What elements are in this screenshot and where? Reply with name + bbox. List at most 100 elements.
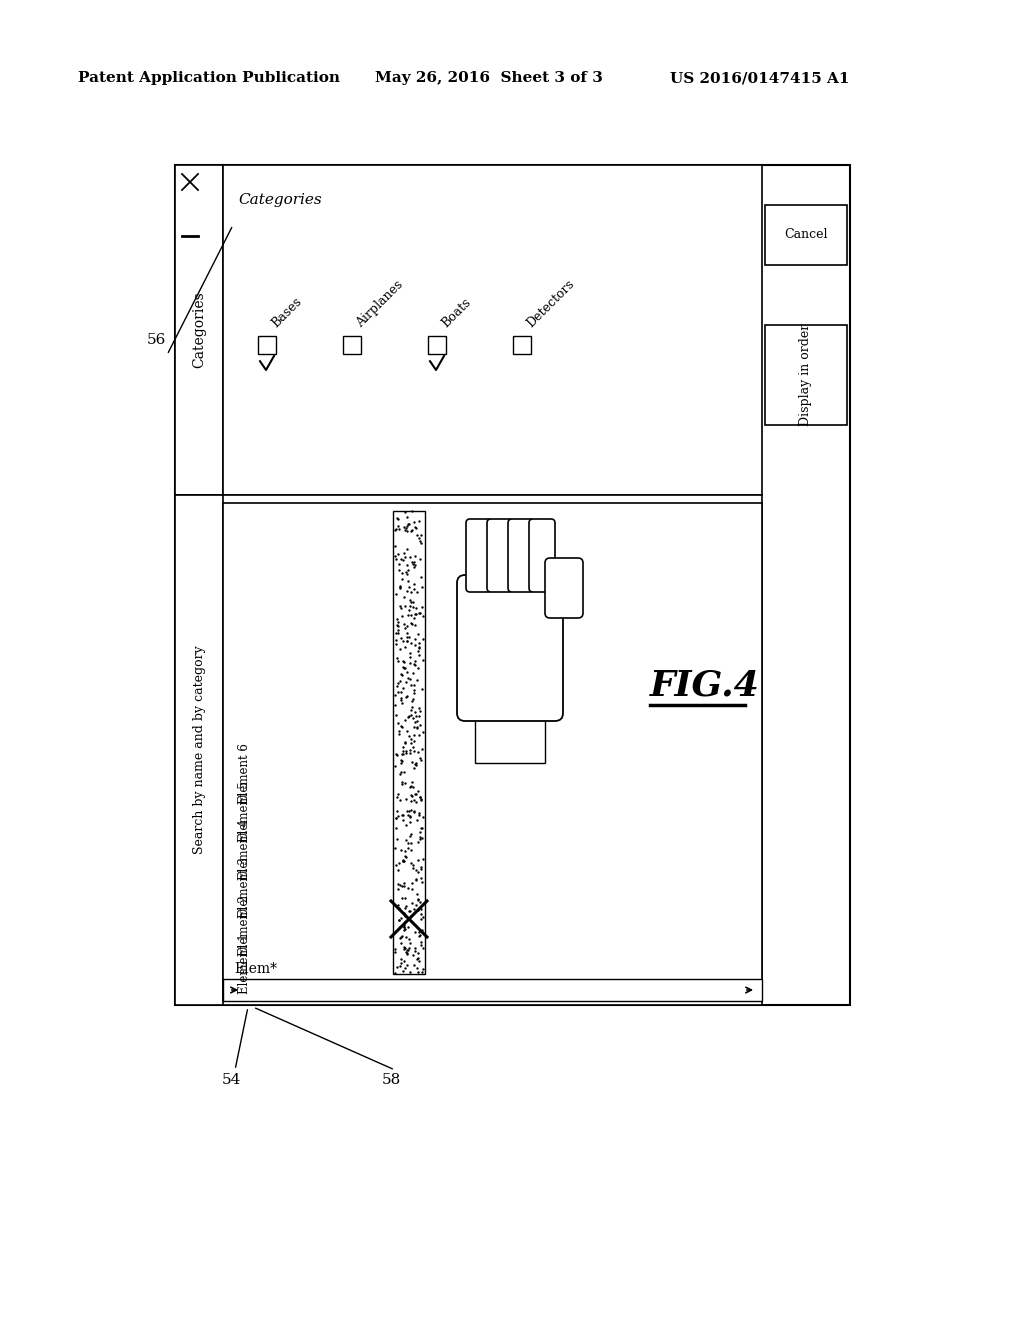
Point	[411, 510, 427, 531]
Point	[402, 595, 419, 616]
Point	[395, 630, 412, 651]
Point	[388, 583, 404, 605]
Point	[395, 851, 412, 873]
Point	[407, 954, 423, 975]
Point	[402, 840, 419, 861]
Point	[402, 729, 419, 750]
Point	[410, 948, 426, 969]
Point	[410, 657, 426, 678]
Point	[415, 606, 431, 627]
Point	[402, 784, 419, 805]
Point	[395, 804, 412, 825]
Point	[392, 789, 409, 810]
Point	[394, 925, 411, 946]
Point	[407, 784, 423, 805]
Point	[389, 681, 406, 702]
Point	[410, 669, 426, 690]
Point	[390, 909, 407, 931]
Point	[387, 536, 403, 557]
Point	[393, 932, 410, 953]
Point	[395, 652, 412, 673]
Text: FIG.4: FIG.4	[650, 668, 760, 702]
Point	[408, 628, 424, 649]
Point	[410, 890, 426, 911]
Point	[397, 846, 414, 867]
Point	[413, 787, 429, 808]
Text: Patent Application Publication: Patent Application Publication	[78, 71, 340, 84]
Point	[401, 932, 418, 953]
Point	[406, 597, 422, 618]
Point	[410, 710, 426, 731]
Point	[388, 519, 404, 540]
Point	[406, 730, 422, 751]
Bar	[428, 337, 446, 354]
Point	[400, 876, 417, 898]
Point	[401, 805, 418, 826]
Point	[394, 850, 411, 871]
Point	[395, 743, 412, 764]
Point	[407, 545, 423, 566]
Point	[391, 909, 408, 931]
Point	[403, 785, 420, 807]
Point	[397, 616, 414, 638]
Point	[399, 667, 416, 688]
Point	[411, 636, 427, 657]
Point	[401, 589, 418, 610]
Point	[387, 939, 403, 960]
Point	[391, 763, 408, 784]
Point	[389, 859, 406, 880]
Point	[395, 903, 412, 924]
Point	[402, 632, 419, 653]
Point	[407, 921, 423, 942]
Point	[399, 560, 416, 581]
Point	[403, 906, 420, 927]
Point	[389, 744, 406, 766]
Point	[403, 520, 420, 541]
Point	[393, 752, 410, 774]
Point	[408, 784, 424, 805]
Point	[410, 642, 426, 663]
Bar	[183, 202, 197, 216]
Point	[408, 895, 424, 916]
Point	[413, 701, 429, 722]
Point	[396, 733, 413, 754]
Point	[402, 833, 419, 854]
Bar	[765, 325, 847, 425]
Point	[411, 899, 427, 920]
Point	[396, 937, 413, 958]
Point	[401, 900, 418, 921]
Point	[409, 517, 425, 539]
Point	[413, 908, 429, 929]
Point	[406, 725, 422, 746]
Point	[408, 870, 424, 891]
Point	[400, 726, 417, 747]
Point	[407, 801, 423, 822]
Point	[403, 519, 420, 540]
Point	[402, 853, 419, 874]
Point	[388, 634, 404, 655]
Point	[401, 546, 418, 568]
Point	[400, 900, 417, 921]
Point	[409, 603, 425, 624]
Point	[413, 859, 429, 880]
Point	[387, 837, 403, 858]
Bar	[178, 197, 202, 220]
Point	[406, 675, 422, 696]
Point	[392, 750, 409, 771]
Point	[411, 803, 427, 824]
Point	[407, 615, 423, 636]
Point	[388, 787, 404, 808]
Point	[404, 857, 421, 878]
Point	[409, 525, 425, 546]
Point	[401, 668, 418, 689]
Point	[404, 777, 421, 799]
Text: Element 2: Element 2	[238, 896, 251, 957]
Point	[396, 939, 413, 960]
Point	[390, 895, 407, 916]
Bar	[228, 954, 328, 983]
Point	[411, 632, 427, 653]
Point	[403, 892, 420, 913]
Point	[395, 809, 412, 830]
Point	[392, 627, 409, 648]
Point	[412, 725, 428, 746]
